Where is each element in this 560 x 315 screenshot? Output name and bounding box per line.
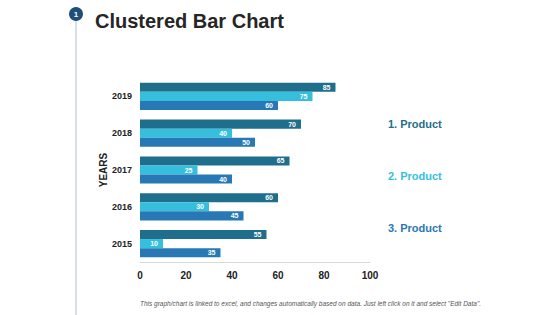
svg-text:60: 60 bbox=[272, 270, 284, 281]
svg-text:25: 25 bbox=[185, 167, 193, 174]
svg-text:40: 40 bbox=[219, 130, 227, 137]
svg-text:35: 35 bbox=[208, 249, 216, 256]
svg-text:80: 80 bbox=[318, 270, 330, 281]
svg-text:70: 70 bbox=[288, 121, 296, 128]
svg-text:20: 20 bbox=[180, 270, 192, 281]
svg-text:Clustered Bar Chart: Clustered Bar Chart bbox=[95, 10, 284, 32]
svg-text:3. Product: 3. Product bbox=[388, 222, 442, 234]
svg-text:75: 75 bbox=[300, 93, 308, 100]
svg-text:55: 55 bbox=[254, 231, 262, 238]
svg-text:2015: 2015 bbox=[112, 239, 132, 249]
svg-text:65: 65 bbox=[277, 157, 285, 164]
svg-text:This graph/chart is linked to: This graph/chart is linked to excel, and… bbox=[140, 300, 481, 308]
svg-text:50: 50 bbox=[242, 139, 250, 146]
svg-text:100: 100 bbox=[362, 270, 379, 281]
svg-text:60: 60 bbox=[265, 194, 273, 201]
svg-text:2016: 2016 bbox=[112, 202, 132, 212]
svg-text:45: 45 bbox=[231, 212, 239, 219]
svg-text:2018: 2018 bbox=[112, 128, 132, 138]
svg-text:40: 40 bbox=[219, 176, 227, 183]
svg-text:1. Product: 1. Product bbox=[388, 118, 442, 130]
svg-text:40: 40 bbox=[226, 270, 238, 281]
svg-text:2019: 2019 bbox=[112, 91, 132, 101]
svg-text:30: 30 bbox=[196, 203, 204, 210]
svg-text:1: 1 bbox=[74, 10, 79, 19]
svg-text:0: 0 bbox=[137, 270, 143, 281]
svg-text:2017: 2017 bbox=[112, 165, 132, 175]
svg-text:2. Product: 2. Product bbox=[388, 170, 442, 182]
svg-text:10: 10 bbox=[150, 240, 158, 247]
svg-text:85: 85 bbox=[323, 84, 331, 91]
svg-text:60: 60 bbox=[265, 102, 273, 109]
svg-text:YEARS: YEARS bbox=[98, 152, 109, 187]
